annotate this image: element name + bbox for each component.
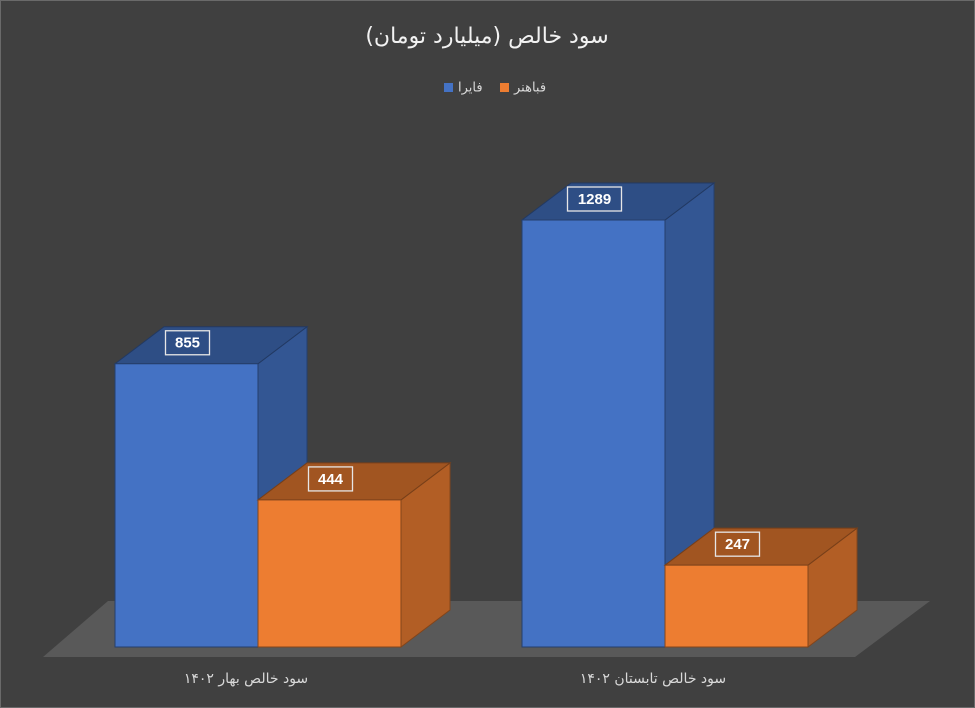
legend-swatch: [500, 83, 509, 92]
data-label-box: [307, 466, 354, 492]
data-label-box: [714, 531, 761, 557]
chart-title: سود خالص (میلیارد تومان): [365, 24, 608, 49]
bar: [256, 461, 452, 649]
bar: [663, 527, 859, 649]
data-label: 247: [725, 536, 750, 553]
legend-label: فایرا: [458, 81, 483, 96]
data-label: 1289: [578, 191, 611, 208]
bar-front: [664, 564, 809, 648]
bar-front: [114, 363, 259, 648]
legend-label: فباهنر: [513, 81, 546, 96]
data-label: 855: [175, 335, 200, 352]
legend-swatch: [444, 83, 453, 92]
x-tick-label: سود خالص بهار ۱۴۰۲: [184, 671, 308, 687]
bar: [520, 181, 716, 649]
bar-front: [257, 499, 402, 648]
data-label: 444: [318, 471, 344, 488]
bar-front: [521, 219, 666, 648]
x-tick-label: سود خالص تابستان ۱۴۰۲: [580, 671, 726, 687]
data-label-box: [566, 186, 623, 212]
data-label-box: [164, 330, 211, 356]
